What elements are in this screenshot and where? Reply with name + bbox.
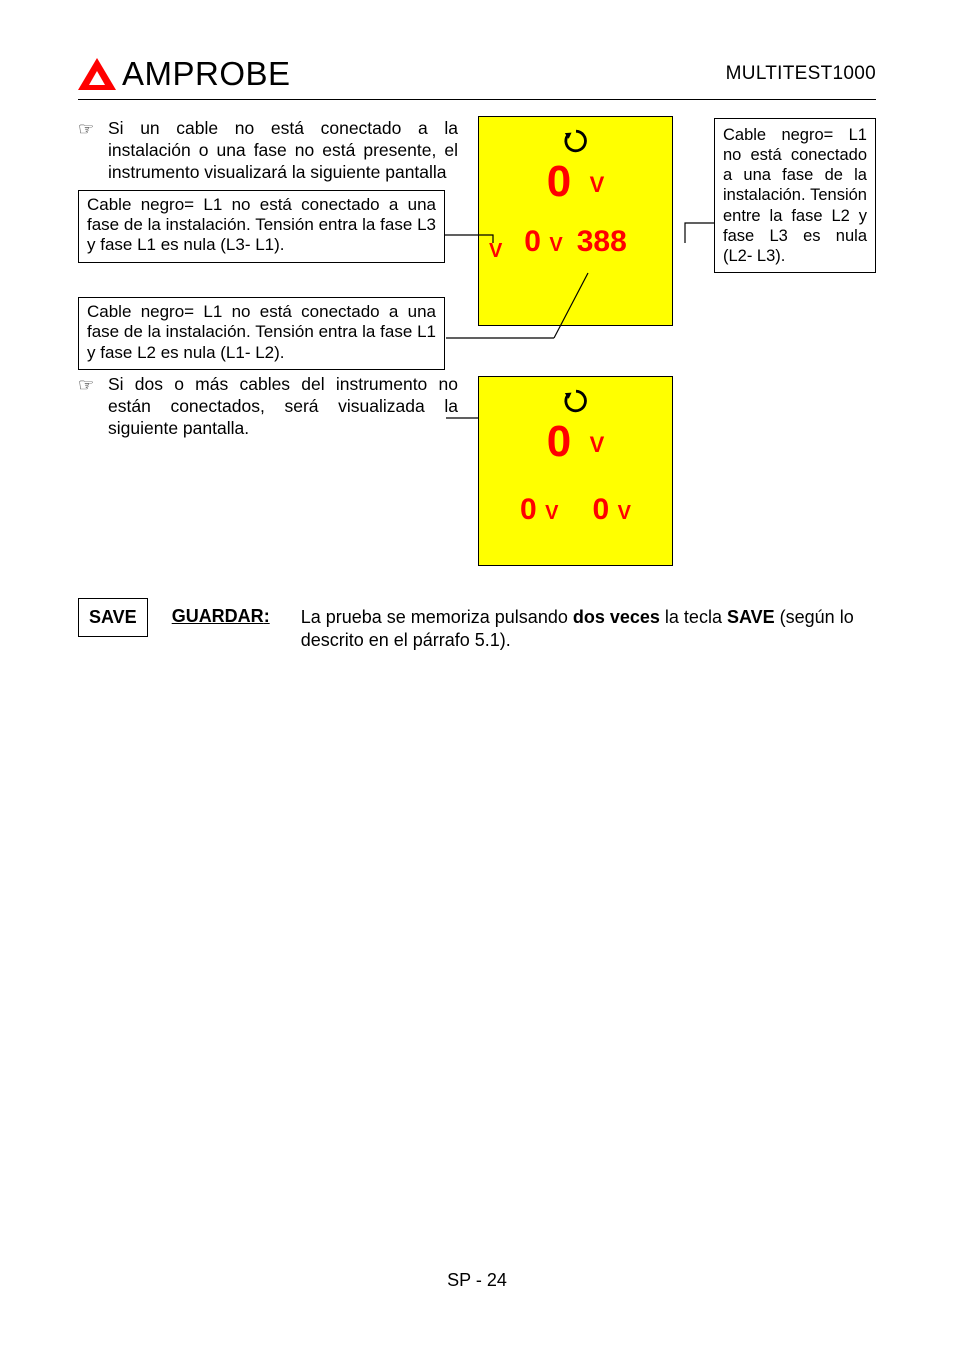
save-desc-b: dos veces xyxy=(573,607,660,627)
page-footer: SP - 24 xyxy=(0,1270,954,1291)
lcd1-right-value: 388 xyxy=(577,225,627,259)
lcd2-top-unit: V xyxy=(590,432,605,457)
header-divider xyxy=(78,99,876,100)
save-description: La prueba se memoriza pulsando dos veces… xyxy=(301,598,876,651)
lcd1-top-unit: V xyxy=(590,172,605,197)
note-box-1: Cable negro= L1 no está conectado a una … xyxy=(78,190,445,263)
lcd2-right-unit: V xyxy=(618,502,631,524)
save-desc-d: SAVE xyxy=(727,607,775,627)
paragraph-2: Si dos o más cables del instrumento no e… xyxy=(108,374,458,440)
lcd-display-1: 0 V 0 V 388 V xyxy=(478,116,673,326)
pointer-icon: ☞ xyxy=(78,118,100,184)
save-desc-c: la tecla xyxy=(660,607,727,627)
lcd2-left-value: 0 xyxy=(520,493,537,526)
guardar-colon: : xyxy=(264,606,270,626)
callout-right: Cable negro= L1 no está conectado a una … xyxy=(714,118,876,273)
paragraph-1: Si un cable no está conectado a la insta… xyxy=(108,118,458,184)
save-button[interactable]: SAVE xyxy=(78,598,148,637)
lcd2-right-value: 0 xyxy=(593,493,610,526)
rotation-icon xyxy=(562,387,590,415)
lcd1-left-value: 0 xyxy=(524,225,541,258)
lcd1-top-value: 0 xyxy=(547,157,571,207)
guardar-text: GUARDAR xyxy=(172,606,264,626)
brand-logo-icon xyxy=(78,58,116,90)
lcd1-left-unit: V xyxy=(549,234,562,256)
brand-name: AMPROBE xyxy=(122,55,291,93)
pointer-icon: ☞ xyxy=(78,374,100,440)
lcd2-left-unit: V xyxy=(545,502,558,524)
save-desc-a: La prueba se memoriza pulsando xyxy=(301,607,573,627)
note-box-2: Cable negro= L1 no está conectado a una … xyxy=(78,297,445,370)
lcd1-tiny-v: V xyxy=(489,240,502,263)
guardar-label: GUARDAR: xyxy=(172,598,277,627)
lcd2-top-value: 0 xyxy=(547,417,571,467)
lcd-display-2: 0 V 0 V 0 V xyxy=(478,376,673,566)
rotation-icon xyxy=(562,127,590,155)
model-name: MULTITEST1000 xyxy=(726,63,876,85)
